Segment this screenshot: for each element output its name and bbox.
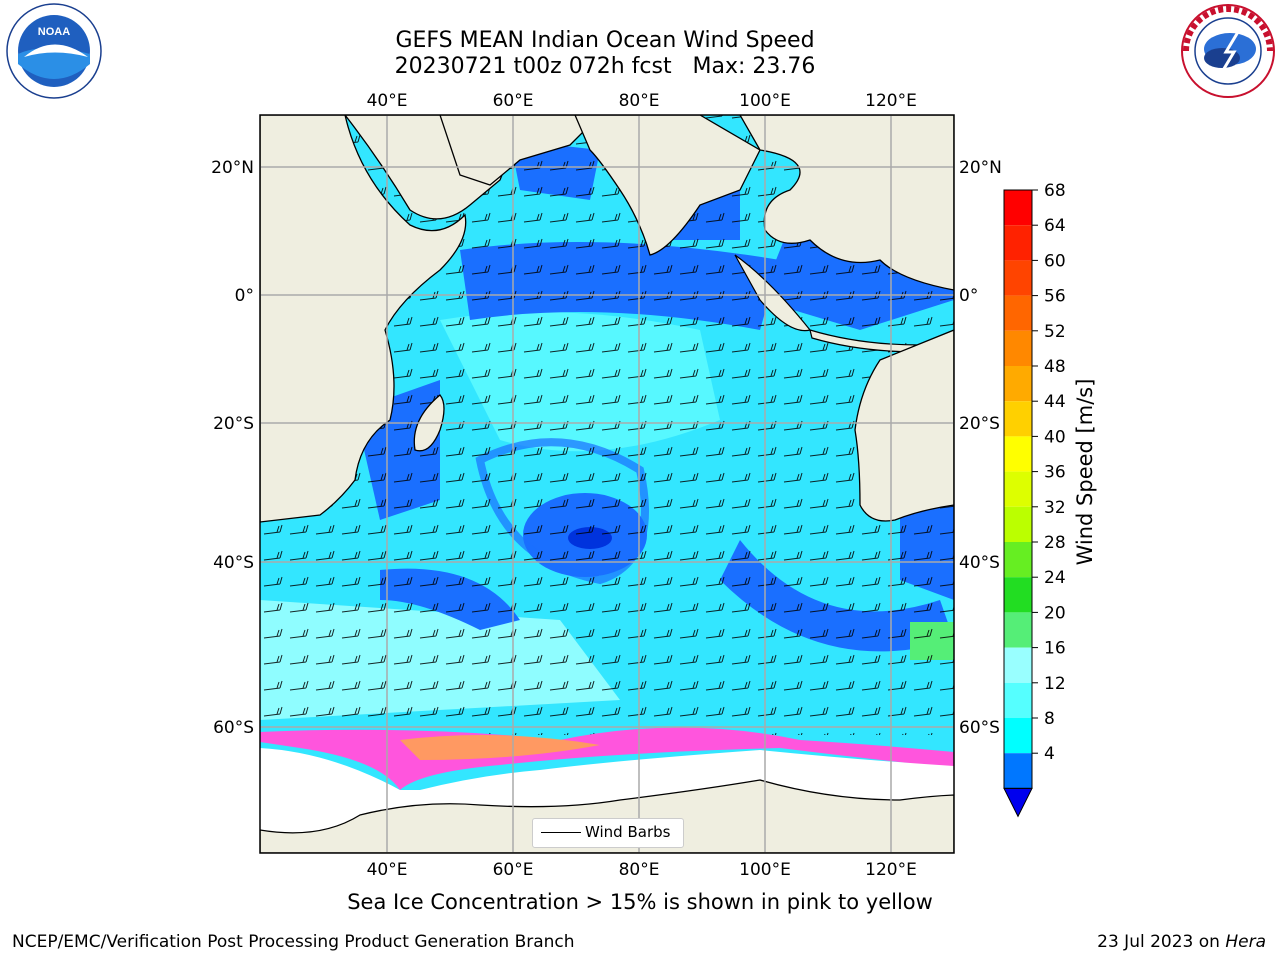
- lon-label-top: 40°E: [367, 91, 408, 111]
- colorbar-tick-label: 68: [1044, 181, 1066, 201]
- footer-credit: NCEP/EMC/Verification Post Processing Pr…: [12, 932, 575, 952]
- lat-label-left: 20°S: [213, 414, 254, 434]
- land-india: [574, 115, 761, 256]
- land-africa: [260, 115, 467, 523]
- lat-label-left: 20°N: [211, 158, 254, 178]
- colorbar-segment: [1004, 682, 1032, 718]
- lat-label-left: 40°S: [213, 553, 254, 573]
- colorbar-tick-label: 52: [1044, 322, 1066, 342]
- lat-label-right: 60°S: [959, 718, 1000, 738]
- colorbar: 68 64 60 56 52 48 44 40 36 32 28 24 20 16 12 8 4: [1003, 181, 1066, 818]
- colorbar-segment: [1004, 577, 1032, 613]
- colorbar-tick-label: 36: [1044, 463, 1066, 483]
- legend-label: Wind Barbs: [585, 823, 671, 841]
- land-australia: [854, 329, 954, 522]
- lon-label-top: 80°E: [619, 91, 660, 111]
- graticule: [260, 115, 954, 853]
- land-antarctica: [260, 779, 954, 853]
- colorbar-segment: [1004, 718, 1032, 754]
- colorbar-tick-label: 16: [1044, 639, 1066, 659]
- colorbar-segment: [1004, 506, 1032, 542]
- lon-label-bottom: 40°E: [367, 860, 408, 880]
- chart-title: GEFS MEAN Indian Ocean Wind Speed: [395, 28, 815, 53]
- lat-label-left: 0°: [235, 286, 254, 306]
- colorbar-tick-label: 44: [1044, 392, 1066, 412]
- wind-barb-legend-line: [541, 832, 581, 833]
- lon-label-top: 60°E: [493, 91, 534, 111]
- lat-label-right: 0°: [959, 286, 978, 306]
- map-area: [260, 115, 954, 853]
- colorbar-segment: [1004, 401, 1032, 437]
- colorbar-title: Wind Speed [m/s]: [1073, 378, 1097, 566]
- lon-label-top: 100°E: [739, 91, 791, 111]
- map-frame: [259, 114, 955, 854]
- colorbar-tick-label: 4: [1044, 744, 1055, 764]
- noaa-logo-text: NOAA: [38, 26, 70, 38]
- colorbar-extend-arrow: [1003, 787, 1033, 818]
- colorbar-tick-label: 40: [1044, 427, 1066, 447]
- colorbar-segment: [1004, 753, 1032, 789]
- colorbar-segment: [1004, 295, 1032, 331]
- footer-date: 23 Jul 2023 on Hera: [1097, 932, 1266, 952]
- colorbar-tick-label: 8: [1044, 709, 1055, 729]
- colorbar-tick-label: 60: [1044, 251, 1066, 271]
- land-southeast-asia: [739, 115, 954, 291]
- lat-label-right: 20°S: [959, 414, 1000, 434]
- nws-logo: [1181, 4, 1275, 98]
- colorbar-segment: [1004, 225, 1032, 261]
- sea-ice-caption: Sea Ice Concentration > 15% is shown in …: [347, 890, 933, 914]
- lat-label-right: 40°S: [959, 553, 1000, 573]
- lon-label-bottom: 120°E: [865, 860, 917, 880]
- colorbar-tick-label: 56: [1044, 287, 1066, 307]
- colorbar-segment: [1004, 190, 1032, 226]
- colorbar-tick-label: 28: [1044, 533, 1066, 553]
- colorbar-segment: [1004, 436, 1032, 472]
- lat-label-right: 20°N: [959, 158, 1002, 178]
- colorbar-frame: [1003, 189, 1033, 789]
- colorbar-segment: [1004, 366, 1032, 402]
- footer-host: Hera: [1225, 932, 1266, 952]
- lon-label-top: 120°E: [865, 91, 917, 111]
- map-legend: Wind Barbs: [532, 818, 684, 848]
- colorbar-segment: [1004, 542, 1032, 578]
- colorbar-segment: [1004, 260, 1032, 296]
- chart-subtitle: 20230721 t00z 072h fcst Max: 23.76: [394, 54, 816, 79]
- noaa-logo: NOAA: [6, 3, 102, 99]
- lon-label-bottom: 80°E: [619, 860, 660, 880]
- colorbar-tick-label: 32: [1044, 498, 1066, 518]
- colorbar-tick-label: 12: [1044, 674, 1066, 694]
- lon-label-bottom: 60°E: [493, 860, 534, 880]
- colorbar-tick-label: 48: [1044, 357, 1066, 377]
- colorbar-segment: [1004, 330, 1032, 366]
- lat-label-left: 60°S: [213, 718, 254, 738]
- colorbar-tick-label: 20: [1044, 603, 1066, 623]
- colorbar-segment: [1004, 612, 1032, 648]
- colorbar-segment: [1004, 647, 1032, 683]
- lon-label-bottom: 100°E: [739, 860, 791, 880]
- colorbar-segment: [1004, 471, 1032, 507]
- colorbar-tick-label: 64: [1044, 216, 1066, 236]
- colorbar-tick-label: 24: [1044, 568, 1066, 588]
